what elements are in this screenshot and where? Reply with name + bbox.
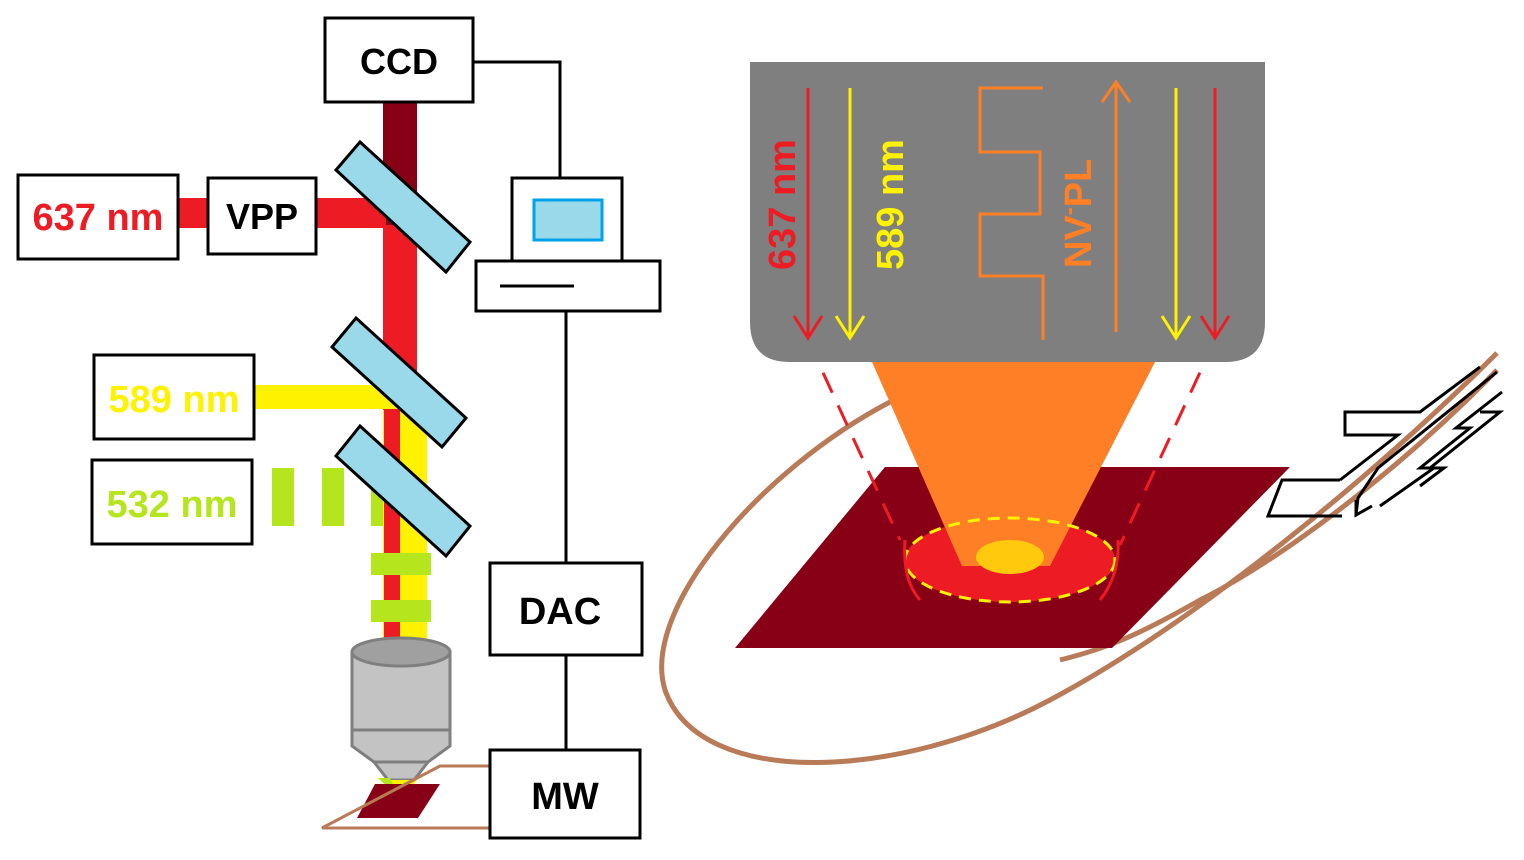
dac-box	[488, 561, 644, 657]
objective-lens	[350, 636, 452, 782]
ccd-label: CCD	[360, 41, 438, 82]
red-dashed-right	[1118, 339, 1217, 546]
objective-large	[750, 62, 1265, 362]
sample-small	[357, 784, 440, 818]
nv-pl-label-superscript: -	[1056, 207, 1083, 215]
beam-637-label: 637 nm	[762, 139, 804, 270]
nv-pl-label-nv: NV	[1058, 215, 1100, 268]
pulse-sequence	[978, 86, 1045, 340]
mw-loop-wire-outer	[659, 351, 1499, 765]
computer-icon	[474, 176, 662, 313]
laser-589-box	[92, 353, 256, 441]
mirror-middle	[329, 315, 469, 450]
laser-589-label: 589 nm	[109, 379, 240, 421]
stripline-symbol	[1265, 365, 1505, 518]
beam-arrows	[792, 79, 1231, 341]
laser-532-label: 532 nm	[107, 484, 238, 526]
dac-label: DAC	[519, 591, 601, 633]
pl-cone	[872, 362, 1155, 566]
mw-box	[488, 748, 642, 840]
red-dashed-left-curve	[903, 539, 922, 602]
mirror-top	[333, 139, 473, 275]
red-dashed-right-curve	[1098, 539, 1120, 601]
mw-wire-small	[321, 764, 490, 830]
green-beam-dashed	[272, 468, 431, 622]
ccd-computer-wire	[473, 60, 562, 178]
nv-pl-label-pl: PL	[1058, 159, 1100, 208]
ccd-box	[323, 16, 475, 104]
vpp-label: VPP	[226, 196, 298, 237]
nv-pl-label: NV-PL	[1056, 159, 1100, 268]
vpp-box	[206, 176, 318, 256]
mirror-bottom	[333, 423, 473, 559]
laser-532-box	[90, 458, 254, 546]
beam-589-label: 589 nm	[870, 139, 912, 270]
focus-spot	[976, 540, 1044, 574]
laser-637-box	[16, 173, 180, 261]
mw-label: MW	[531, 776, 599, 818]
laser-637-label: 637 nm	[33, 197, 164, 239]
red-dashed-left	[806, 339, 902, 541]
